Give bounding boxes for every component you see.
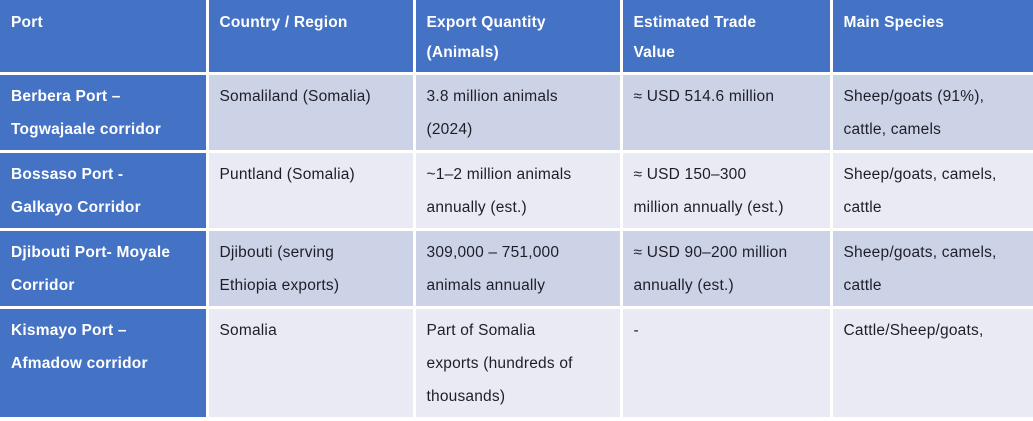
table-header: Port Country / Region Export Quantity (A… — [0, 0, 1033, 75]
cell-species: Cattle/Sheep/goats, — [829, 306, 1033, 421]
cell-value: ≈ USD 150–300 million annually (est.) — [619, 150, 833, 231]
column-header-main-species: Main Species — [829, 0, 1033, 75]
column-header-export-quantity: Export Quantity (Animals) — [412, 0, 623, 75]
cell-port: Kismayo Port – Afmadow corridor — [0, 306, 209, 421]
cell-value: ≈ USD 514.6 million — [619, 72, 833, 153]
cell-country: Somaliland (Somalia) — [205, 72, 416, 153]
cell-quantity: ~1–2 million animals annually (est.) — [412, 150, 623, 231]
cell-country: Djibouti (serving Ethiopia exports) — [205, 228, 416, 309]
cell-country: Somalia — [205, 306, 416, 421]
column-header-country-region: Country / Region — [205, 0, 416, 75]
cell-port: Djibouti Port- Moyale Corridor — [0, 228, 209, 309]
cell-port: Berbera Port – Togwajaale corridor — [0, 72, 209, 153]
column-header-port: Port — [0, 0, 209, 75]
cell-value: - — [619, 306, 833, 421]
header-row: Port Country / Region Export Quantity (A… — [0, 0, 1033, 75]
cell-species: Sheep/goats, camels, cattle — [829, 150, 1033, 231]
cell-value: ≈ USD 90–200 million annually (est.) — [619, 228, 833, 309]
cell-quantity: 3.8 million animals (2024) — [412, 72, 623, 153]
table-body: Berbera Port – Togwajaale corridor Somal… — [0, 72, 1033, 421]
table-row-bossaso: Bossaso Port - Galkayo Corridor Puntland… — [0, 150, 1033, 231]
cell-species: Sheep/goats, camels, cattle — [829, 228, 1033, 309]
cell-port: Bossaso Port - Galkayo Corridor — [0, 150, 209, 231]
cell-species: Sheep/goats (91%), cattle, camels — [829, 72, 1033, 153]
cell-country: Puntland (Somalia) — [205, 150, 416, 231]
table-row-kismayo: Kismayo Port – Afmadow corridor Somalia … — [0, 306, 1033, 421]
table-row-berbera: Berbera Port – Togwajaale corridor Somal… — [0, 72, 1033, 153]
table-row-djibouti: Djibouti Port- Moyale Corridor Djibouti … — [0, 228, 1033, 309]
column-header-estimated-trade-value: Estimated Trade Value — [619, 0, 833, 75]
cell-quantity: Part of Somalia exports (hundreds of tho… — [412, 306, 623, 421]
cell-quantity: 309,000 – 751,000 animals annually — [412, 228, 623, 309]
